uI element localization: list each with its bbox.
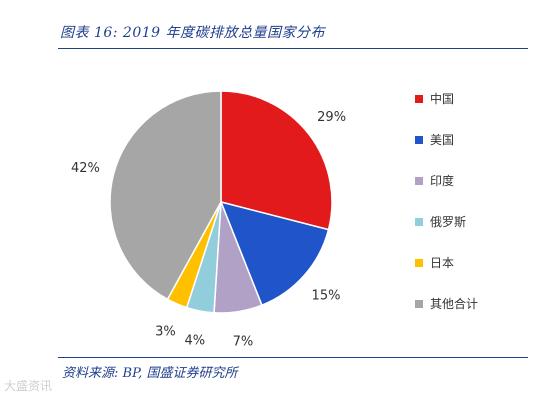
legend-item-japan: 日本: [415, 254, 454, 271]
watermark: 大盛资讯: [4, 379, 53, 393]
legend-label: 中国: [430, 92, 455, 106]
legend-swatch: [415, 258, 423, 267]
data-label-india: 7%: [233, 334, 254, 349]
pie-slice-china: [220, 90, 333, 231]
source-note: 资料来源: BP, 国盛证券研究所: [62, 366, 238, 381]
data-label-usa: 15%: [312, 289, 341, 304]
legend-label: 美国: [430, 133, 455, 147]
legend-label: 日本: [430, 256, 455, 270]
legend-label: 印度: [430, 174, 455, 188]
pie-slice-others: [109, 90, 222, 301]
legend-swatch: [415, 135, 423, 144]
legend-swatch: [415, 217, 423, 226]
data-label-japan: 3%: [155, 324, 176, 339]
legend-swatch: [415, 94, 423, 103]
source-divider: [58, 357, 528, 358]
pie-slice-usa: [219, 200, 330, 307]
legend-item-russia: 俄罗斯: [415, 213, 466, 230]
data-label-china: 29%: [317, 110, 346, 125]
legend-label: 其他合计: [430, 297, 479, 311]
legend-item-usa: 美国: [415, 131, 454, 148]
data-label-others: 42%: [71, 161, 100, 176]
legend-swatch: [415, 299, 423, 308]
legend-label: 俄罗斯: [430, 215, 467, 229]
legend-item-india: 印度: [415, 172, 454, 189]
chart-title: 图表 16: 2019 年度碳排放总量国家分布: [60, 25, 326, 41]
data-label-russia: 4%: [184, 334, 205, 349]
title-divider: [58, 48, 528, 49]
legend-item-china: 中国: [415, 90, 454, 107]
legend-swatch: [415, 176, 423, 185]
legend-item-others: 其他合计: [415, 295, 478, 312]
